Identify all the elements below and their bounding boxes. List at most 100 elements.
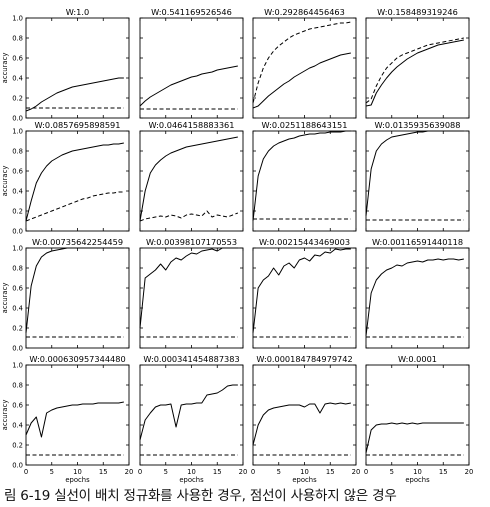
- plot-frame: [252, 17, 357, 119]
- subplot-title: W:0.00735642254459: [32, 237, 123, 247]
- y-tick-label: 0.6: [12, 168, 23, 176]
- subplot-1: W:1.0 0.0 0.2 0.4 0.6 0.8 1.0 accuracy: [1, 7, 130, 123]
- subplot-11: W:0.00215443469003: [252, 237, 357, 349]
- x-tick-label: 0: [251, 468, 255, 476]
- series-solid-line: [25, 142, 124, 222]
- y-tick-label: 0.2: [12, 95, 23, 103]
- y-tick-label: 0.8: [12, 382, 23, 390]
- x-axis-label: epochs: [65, 476, 90, 484]
- plot-frame: [25, 17, 130, 119]
- x-tick-label: 20: [125, 468, 134, 476]
- y-tick-label: 1.0: [12, 15, 23, 23]
- series-solid-line: [25, 77, 124, 112]
- y-tick-label: 0.6: [12, 285, 23, 293]
- subplot-5: W:0.0857695898591 0.0 0.2 0.4 0.6 0.8 1.0 accur…: [1, 120, 130, 236]
- x-tick-label: 10: [73, 468, 82, 476]
- plot-frame: [139, 247, 244, 349]
- series-solid-line: [25, 247, 124, 334]
- x-tick-label: 10: [300, 468, 309, 476]
- subplot-title: W:0.0857695898591: [35, 120, 121, 130]
- series-solid-line: [252, 402, 351, 446]
- subplot-8: W:0.0135935639088: [365, 120, 470, 232]
- plot-frame: [365, 130, 470, 232]
- series-dashed-line: [25, 191, 124, 222]
- plot-frame: [252, 130, 357, 232]
- caption-text: 림 6-19 실선이 배치 정규화를 사용한 경우, 점선이 사용하지 않은 경…: [4, 488, 397, 504]
- subplot-7: W:0.0251188643151: [252, 120, 357, 232]
- plot-frame: [365, 247, 470, 349]
- series-solid-line: [139, 65, 238, 107]
- series-solid-line: [139, 136, 238, 222]
- plot-frame: [139, 364, 244, 466]
- subplot-title: W:0.0251188643151: [262, 120, 348, 130]
- subplot-3: W:0.292864456463: [252, 7, 357, 119]
- plot-frame: [365, 17, 470, 119]
- subplot-2: W:0.541169526546: [139, 7, 244, 119]
- y-tick-label: 0.8: [12, 148, 23, 156]
- subplot-title: W:0.158489319246: [377, 7, 458, 17]
- plot-frame: [25, 364, 130, 466]
- y-tick-label: 0.6: [12, 55, 23, 63]
- x-tick-label: 5: [277, 468, 281, 476]
- plot-frame: [25, 130, 130, 232]
- y-tick-label: 0.0: [12, 115, 23, 123]
- series-solid-line: [25, 401, 124, 438]
- subplot-title: W:0.541169526546: [151, 7, 232, 17]
- subplot-title: W:0.00116591440118: [372, 237, 463, 247]
- y-tick-label: 0.4: [12, 422, 23, 430]
- x-tick-label: 10: [187, 468, 196, 476]
- subplot-4: W:0.158489319246: [365, 7, 470, 119]
- subplot-title: W:1.0: [66, 7, 89, 17]
- x-axis-label: epochs: [405, 476, 430, 484]
- subplot-6: W:0.0464158883361: [139, 120, 244, 232]
- subplot-16: W:0.0001 0 5 10 15 20 epochs: [364, 354, 473, 484]
- y-tick-label: 0.0: [12, 345, 23, 353]
- y-tick-label: 0.0: [12, 228, 23, 236]
- plot-frame: [25, 247, 130, 349]
- series-solid-line: [252, 130, 351, 222]
- series-solid-line: [365, 130, 464, 217]
- subplot-10: W:0.00398107170553: [139, 237, 244, 349]
- series-solid-line: [139, 384, 238, 441]
- series-solid-line: [365, 258, 464, 337]
- series-solid-line: [252, 248, 351, 334]
- x-axis-label: epochs: [292, 476, 317, 484]
- y-axis-label: accuracy: [1, 283, 9, 314]
- x-tick-label: 5: [390, 468, 394, 476]
- subplot-grid-figure: W:1.0 0.0 0.2 0.4 0.6 0.8 1.0 accuracy W:0.54116…: [1, 7, 473, 484]
- subplot-title: W:0.000184784979742: [256, 354, 352, 364]
- x-tick-label: 5: [50, 468, 54, 476]
- y-tick-label: 0.2: [12, 442, 23, 450]
- figure-caption: 림 6-19 실선이 배치 정규화를 사용한 경우, 점선이 사용하지 않은 경…: [0, 486, 490, 507]
- y-tick-label: 0.0: [12, 462, 23, 470]
- series-solid-line: [365, 422, 464, 454]
- y-tick-label: 0.4: [12, 75, 23, 83]
- x-axis-label: epochs: [179, 476, 204, 484]
- y-tick-label: 0.8: [12, 265, 23, 273]
- subplot-12: W:0.00116591440118: [365, 237, 470, 349]
- subplot-13: W:0.000630957344480 0.0 0.2 0.4 0.6 0.8 1.0 0 5 1…: [1, 354, 133, 484]
- subplot-14: W:0.000341454887383 0 5 10 15 20 epochs: [138, 354, 247, 484]
- y-tick-label: 0.2: [12, 325, 23, 333]
- y-tick-label: 0.6: [12, 402, 23, 410]
- subplot-title: W:0.000341454887383: [143, 354, 239, 364]
- x-tick-label: 20: [239, 468, 248, 476]
- x-tick-label: 20: [352, 468, 361, 476]
- series-solid-line: [252, 52, 351, 109]
- x-tick-label: 15: [213, 468, 222, 476]
- series-solid-line: [139, 247, 238, 329]
- x-tick-label: 0: [138, 468, 142, 476]
- y-tick-label: 1.0: [12, 245, 23, 253]
- x-tick-label: 0: [364, 468, 368, 476]
- subplot-title: W:0.000630957344480: [29, 354, 125, 364]
- series-dashed-line: [139, 210, 239, 222]
- subplot-title: W:0.00398107170553: [146, 237, 237, 247]
- y-tick-label: 0.2: [12, 208, 23, 216]
- plot-frame: [252, 364, 357, 466]
- x-tick-label: 15: [439, 468, 448, 476]
- subplot-title: W:0.0001: [398, 354, 437, 364]
- y-tick-label: 0.4: [12, 305, 23, 313]
- y-tick-label: 0.4: [12, 188, 23, 196]
- plot-frame: [252, 247, 357, 349]
- subplot-title: W:0.0135935639088: [375, 120, 461, 130]
